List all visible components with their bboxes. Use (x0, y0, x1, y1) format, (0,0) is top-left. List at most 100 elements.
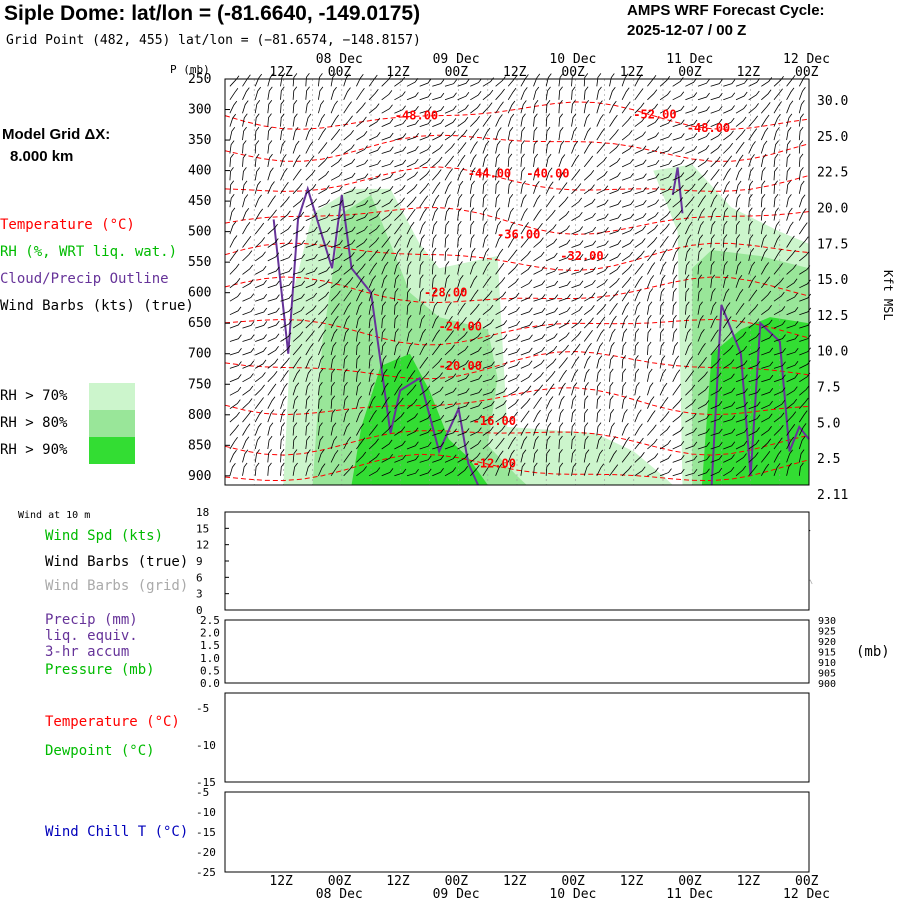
temperature-contour (224, 101, 810, 130)
wind-barb (482, 262, 491, 275)
date-label-top: 10 Dec (549, 52, 596, 67)
wind-barb (710, 247, 715, 261)
wind-barb (786, 235, 795, 248)
wind-barb (356, 355, 361, 369)
windchill-tick: -25 (196, 866, 216, 879)
wind-barb (470, 464, 480, 477)
wind-barb (672, 412, 684, 423)
legend-rh: RH (%, WRT liq. wat.) (0, 244, 178, 260)
wind-barb (470, 115, 480, 127)
model-grid-value: 8.000 km (10, 148, 74, 165)
wind-barb (280, 409, 286, 423)
wind-barb (356, 341, 361, 356)
wind-barb (469, 207, 475, 221)
wind-barb (735, 288, 744, 302)
wind-barb (533, 251, 545, 262)
wind-barb (798, 167, 804, 181)
wind-barb (659, 235, 669, 248)
wind-barb (735, 415, 748, 423)
wind-barb (356, 116, 367, 127)
wind-barb (330, 157, 342, 168)
wind-barb (647, 410, 656, 423)
wind-barb (672, 184, 684, 195)
wind-barb (798, 462, 804, 476)
time-tick-top: 12Z (503, 65, 527, 80)
wind-barb (470, 374, 483, 383)
wind-barb (330, 143, 342, 154)
wind-barb (280, 239, 292, 248)
wind-barb (723, 466, 735, 477)
wind-barb (786, 411, 797, 423)
wind-barb (545, 435, 551, 450)
wind-barb (508, 348, 521, 356)
wind-barb (267, 409, 275, 423)
wind-barb (368, 262, 378, 275)
wind-barb (381, 382, 389, 396)
wind-barb (242, 360, 255, 369)
wind-barb (659, 454, 672, 463)
wind-barb (722, 247, 728, 261)
wind-barb (242, 293, 255, 302)
wind-barb (596, 303, 607, 315)
wind-barb (305, 86, 310, 100)
wind-barb (469, 289, 479, 302)
wind-barb (406, 77, 419, 87)
wind-barb (457, 274, 464, 288)
wind-barb (444, 288, 451, 302)
wind-barb (609, 129, 619, 141)
wind-barb (723, 105, 735, 114)
legend-wind-chill: Wind Chill T (°C) (45, 824, 189, 840)
wind-barb (394, 341, 400, 356)
wind-barb (710, 92, 723, 101)
wind-barb (533, 266, 545, 275)
forecast-cycle-value: 2025-12-07 / 00 Z (627, 22, 747, 39)
wind-barb (330, 408, 336, 423)
wind-barb (520, 113, 526, 127)
wind-barb (722, 261, 728, 275)
wind-barb (685, 468, 698, 477)
wind-barb (735, 302, 745, 315)
wind-barb (242, 207, 250, 221)
wind-barb (545, 113, 551, 127)
wind-barb (760, 180, 766, 194)
wind-barb (254, 251, 266, 262)
wind-barb (229, 399, 241, 410)
wind-barb (735, 401, 748, 410)
legend-rh70-label: RH > 70% (0, 388, 68, 404)
wind-barb (710, 372, 722, 383)
wind-barb (507, 153, 513, 167)
wind-barb (621, 465, 632, 477)
wind-barb (634, 212, 647, 221)
wind-barb (229, 235, 238, 248)
wind-barb (786, 113, 793, 127)
wind-barb (596, 142, 606, 154)
wind-barb (507, 411, 519, 423)
wind-barb (495, 127, 502, 141)
wind-barb (406, 314, 412, 329)
wind-barb (394, 146, 407, 154)
temperature-contour (224, 430, 810, 456)
wind-barb (381, 186, 394, 195)
wind-barb (267, 422, 274, 436)
wind-barb (495, 167, 500, 181)
wind-barb (229, 263, 240, 275)
wind-barb (583, 317, 594, 329)
time-tick-top: 12Z (386, 65, 410, 80)
wind-barb (571, 226, 584, 235)
wind-barb (710, 455, 723, 463)
wind-barb (710, 105, 723, 114)
wind-barb (685, 399, 696, 410)
wind-barb (634, 250, 645, 262)
wind-barb (748, 193, 753, 208)
wind-barb (229, 292, 241, 302)
pressure-panel-tick: 900 (818, 679, 836, 690)
wind-barb (584, 226, 597, 235)
wind-barb (280, 344, 291, 356)
wind-barb (457, 79, 470, 87)
legend-pressure: Pressure (mb) (45, 662, 155, 678)
wind-barb (773, 291, 785, 302)
wind-barb (584, 279, 596, 289)
wind-barb (267, 383, 277, 396)
wind-barb (507, 399, 519, 410)
wind-barb (507, 436, 516, 450)
